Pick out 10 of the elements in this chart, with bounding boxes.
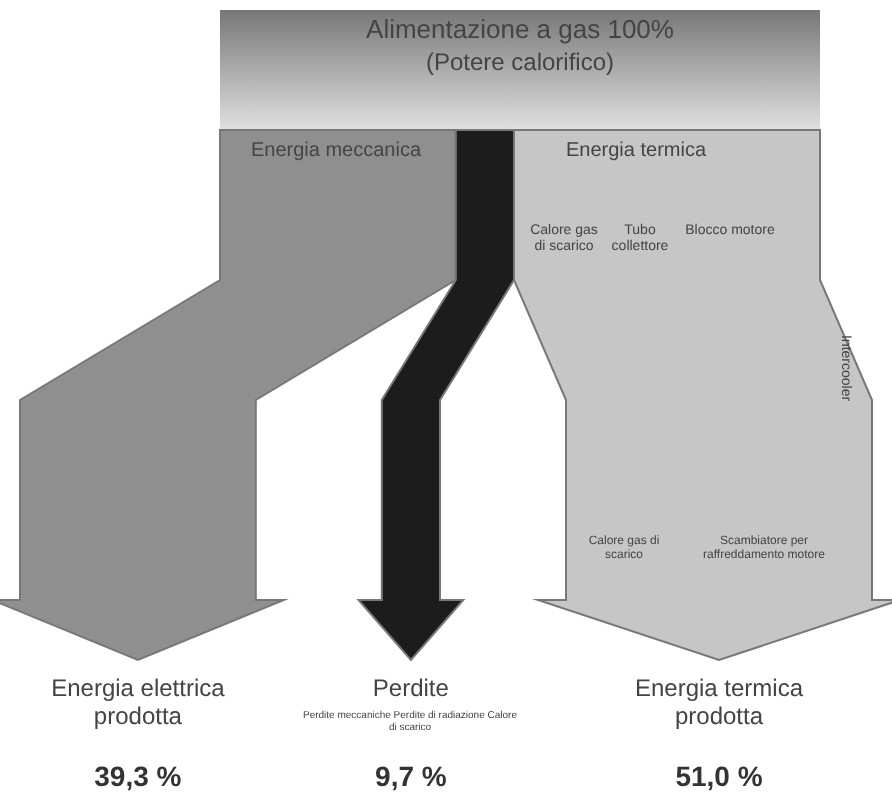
category-label: Energia elettrica prodotta [49, 674, 227, 732]
data-label: 39,3 % [92, 760, 184, 793]
text: Alimentazione a gas 100% [364, 14, 676, 46]
category-label: Energia termica prodotta [632, 674, 806, 732]
data-label: 9,7 % [373, 760, 449, 793]
text: (Potere calorifico) [423, 48, 617, 78]
text: Energia termica [563, 140, 709, 163]
category-label: Perdite [370, 674, 451, 704]
data-label: 51,0 % [673, 760, 765, 793]
text: Energia meccanica [248, 140, 424, 163]
